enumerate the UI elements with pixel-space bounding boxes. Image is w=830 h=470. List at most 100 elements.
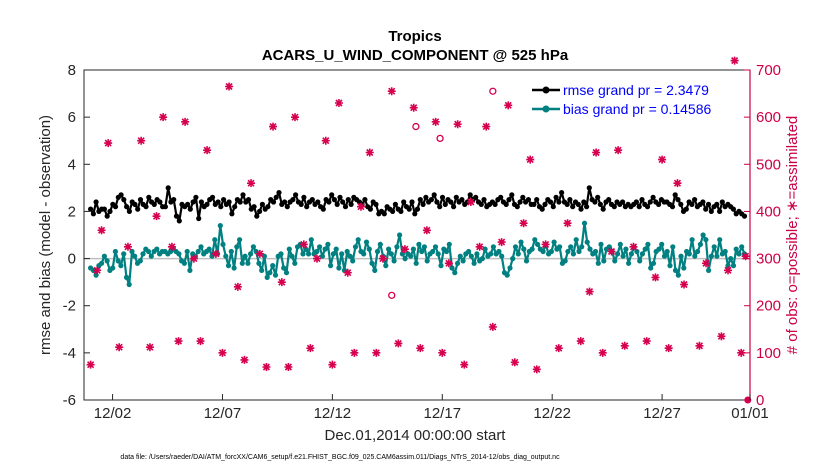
y-axis-label: rmse and bias (model - observation) — [37, 115, 54, 355]
rmse-point — [162, 204, 168, 210]
bias-point — [659, 241, 665, 247]
bias-point — [579, 244, 585, 250]
rmse-point — [584, 204, 590, 210]
obs-assimilated-marker — [299, 240, 308, 249]
bias-point — [344, 248, 350, 255]
bias-point — [231, 265, 237, 271]
rmse-point — [107, 208, 113, 214]
chart-subtitle: ACARS_U_WIND_COMPONENT @ 525 hPa — [262, 47, 569, 64]
bias-point — [592, 248, 599, 255]
bias-point — [438, 263, 444, 269]
rmse-point — [137, 197, 144, 203]
rmse-point — [373, 201, 379, 207]
rmse-point — [611, 204, 617, 210]
rmse-point — [675, 197, 681, 203]
rmse-point — [218, 204, 224, 210]
bias-point — [126, 281, 132, 288]
rmse-point — [293, 192, 299, 198]
x-tick-label: 12/17 — [424, 405, 462, 422]
bias-point — [278, 251, 284, 257]
obs-assimilated-marker — [409, 103, 418, 112]
bias-point — [369, 260, 375, 266]
bias-point — [121, 251, 127, 257]
rmse-point — [342, 204, 349, 210]
y2-tick-label: 700 — [756, 62, 781, 79]
bias-point — [730, 263, 737, 269]
rmse-point — [503, 201, 509, 207]
rmse-point — [467, 192, 473, 198]
obs-assimilated-marker — [255, 249, 264, 258]
bias-point — [587, 246, 593, 252]
obs-assimilated-marker — [196, 337, 205, 346]
bias-point — [306, 251, 312, 257]
rmse-point — [509, 192, 515, 198]
rmse-point — [221, 197, 227, 203]
bias-point — [123, 274, 130, 280]
bias-point — [212, 237, 218, 243]
rmse-point — [406, 206, 412, 212]
rmse-point — [193, 194, 199, 200]
bias-point — [499, 253, 505, 259]
bias-point — [104, 258, 110, 264]
bias-point — [617, 241, 623, 247]
bias-point — [639, 251, 646, 257]
bias-point — [634, 248, 640, 255]
obs-assimilated-marker — [218, 348, 227, 357]
rmse-point — [93, 199, 99, 205]
y-tick-label: 6 — [68, 109, 76, 126]
obs-assimilated-marker — [592, 148, 601, 157]
obs-assimilated-marker — [343, 268, 352, 277]
obs-assimilated-marker — [717, 332, 726, 341]
rmse-point — [703, 206, 709, 212]
legend-rmse-marker — [542, 86, 550, 94]
rmse-point — [442, 201, 448, 207]
rmse-point — [337, 194, 343, 200]
y2-tick-label: 500 — [756, 156, 781, 173]
rmse-point — [367, 206, 373, 212]
bias-point — [584, 239, 590, 245]
bias-point — [339, 251, 345, 257]
rmse-point — [265, 204, 271, 210]
bias-point — [443, 248, 450, 255]
obs-assimilated-marker — [695, 341, 704, 350]
legend: rmse grand pr = 2.3479 bias grand pr = 0… — [528, 80, 743, 122]
rmse-point — [520, 194, 526, 200]
bias-point — [363, 239, 370, 245]
bias-point — [347, 253, 353, 259]
rmse-point — [437, 204, 443, 210]
obs-assimilated-marker — [247, 179, 256, 188]
rmse-point — [334, 201, 340, 207]
obs-assimilated-marker — [680, 280, 689, 289]
bias-point — [697, 241, 704, 247]
rmse-point — [165, 185, 171, 191]
bias-point — [435, 251, 441, 257]
obs-assimilated-marker — [576, 337, 585, 346]
rmse-point — [478, 201, 484, 207]
obs-assimilated-marker — [497, 238, 506, 247]
bias-point — [722, 248, 728, 255]
rmse-point — [534, 197, 540, 203]
rmse-point — [118, 192, 124, 198]
rmse-point — [459, 197, 465, 203]
bias-point — [137, 258, 143, 264]
rmse-point — [531, 201, 537, 207]
bias-point — [562, 258, 568, 264]
bias-point — [355, 237, 361, 243]
bias-point — [678, 253, 684, 259]
rmse-point — [428, 197, 434, 203]
obs-assimilated-marker — [262, 363, 271, 371]
bias-point — [399, 251, 405, 257]
obs-assimilated-marker — [730, 56, 739, 65]
bias-point — [692, 253, 698, 259]
rmse-point — [309, 197, 315, 203]
y-tick-label: 0 — [68, 251, 76, 268]
obs-assimilated-marker — [504, 101, 513, 110]
bias-point — [568, 244, 574, 250]
obs-possible-marker — [412, 122, 420, 131]
bias-point — [471, 260, 477, 266]
rmse-point — [190, 199, 196, 205]
rmse-point — [276, 190, 282, 196]
bias-point — [595, 260, 601, 266]
bias-point — [245, 260, 251, 266]
